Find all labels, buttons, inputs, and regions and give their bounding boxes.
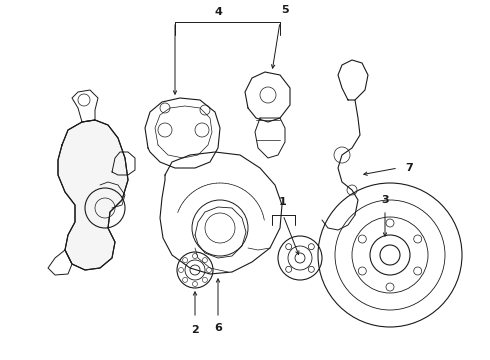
Text: 2: 2 bbox=[191, 325, 199, 335]
Text: 1: 1 bbox=[279, 197, 287, 207]
Polygon shape bbox=[58, 120, 128, 270]
Text: 6: 6 bbox=[214, 323, 222, 333]
Text: 5: 5 bbox=[281, 5, 289, 15]
Text: 3: 3 bbox=[381, 195, 389, 205]
Circle shape bbox=[380, 245, 400, 265]
Text: 7: 7 bbox=[405, 163, 413, 173]
Text: 4: 4 bbox=[214, 7, 222, 17]
Circle shape bbox=[295, 253, 305, 263]
Circle shape bbox=[190, 265, 200, 275]
